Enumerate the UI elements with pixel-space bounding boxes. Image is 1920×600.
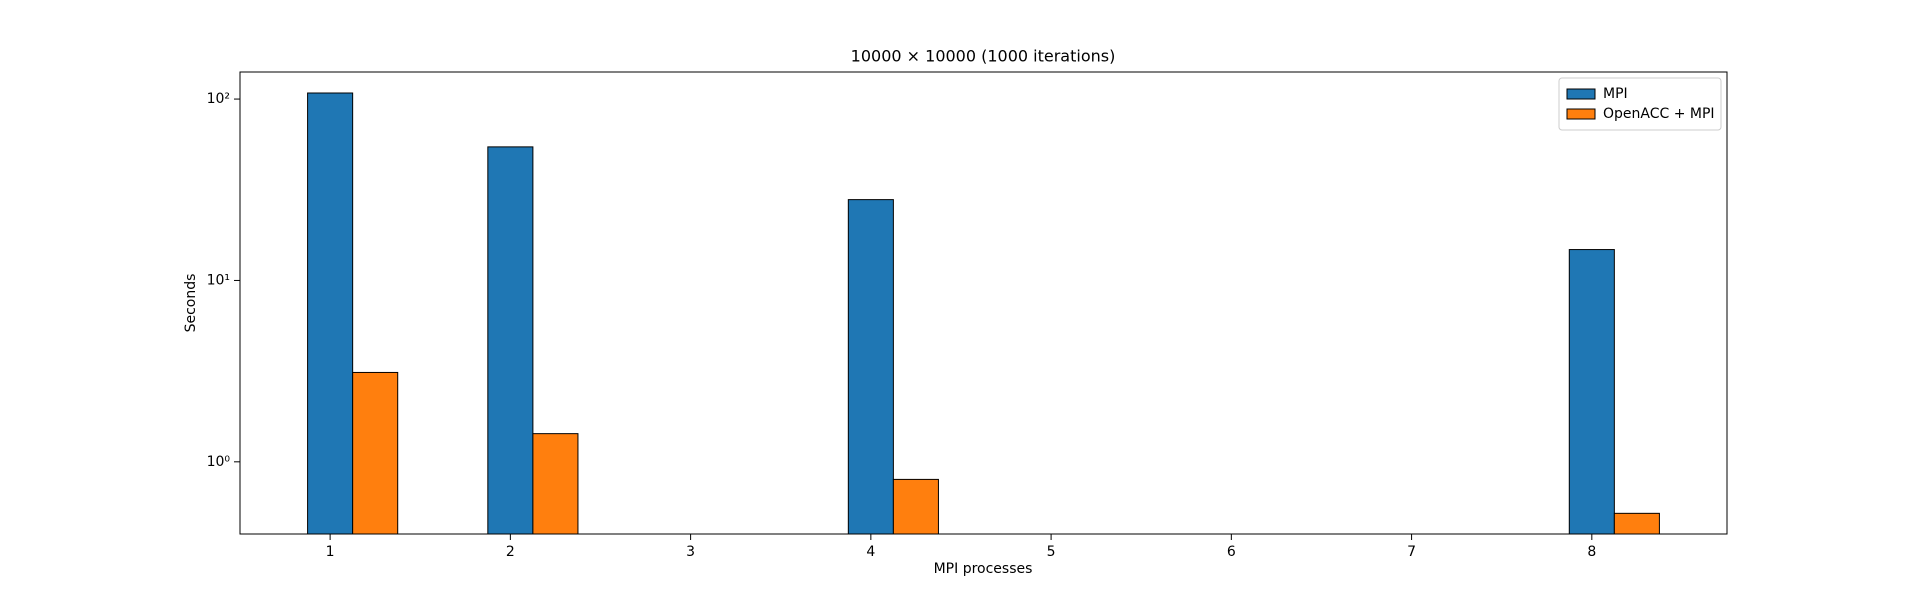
y-tick-label: 10²: [207, 91, 230, 107]
bar: [1568, 249, 1615, 535]
x-axis-label: MPI processes: [934, 561, 1033, 577]
bar: [847, 199, 894, 535]
plot-frame: [239, 71, 1728, 535]
legend-swatch: [1566, 108, 1596, 120]
bar: [1613, 512, 1660, 535]
legend-label: MPI: [1603, 86, 1628, 102]
x-tick-label: 1: [326, 544, 335, 560]
x-tick-label: 5: [1047, 544, 1056, 560]
y-axis-label: Seconds: [183, 274, 199, 333]
x-tick-label: 3: [686, 544, 695, 560]
x-tick-label: 7: [1407, 544, 1416, 560]
y-tick-label: 10⁰: [207, 454, 231, 470]
bar: [487, 146, 534, 535]
legend-swatch: [1566, 88, 1596, 100]
bar: [307, 92, 354, 535]
bar: [352, 371, 399, 535]
y-tick-label: 10¹: [207, 272, 230, 288]
x-tick-label: 6: [1227, 544, 1236, 560]
x-tick-label: 4: [866, 544, 875, 560]
legend-box: [1558, 77, 1722, 131]
chart-title: 10000 × 10000 (1000 iterations): [851, 47, 1116, 66]
x-tick-label: 2: [506, 544, 515, 560]
bar: [532, 433, 579, 535]
bar: [892, 478, 939, 535]
legend-label: OpenACC + MPI: [1603, 106, 1715, 122]
x-tick-label: 8: [1587, 544, 1596, 560]
